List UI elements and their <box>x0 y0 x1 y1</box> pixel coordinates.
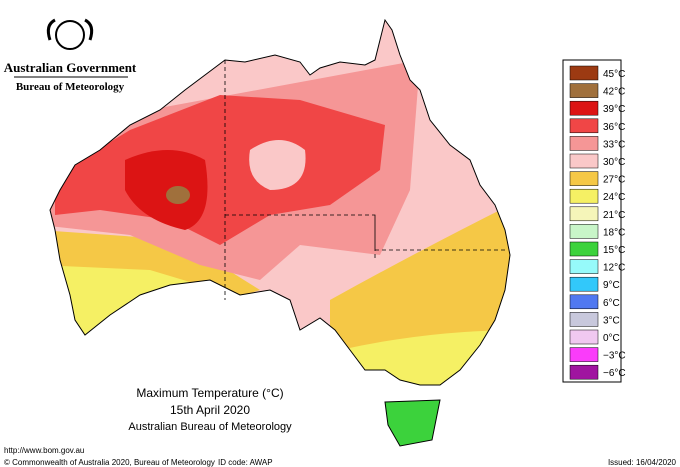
legend-swatch <box>569 259 599 274</box>
map-date: 15th April 2020 <box>170 403 250 417</box>
bureau-name: Bureau of Meteorology <box>16 81 125 93</box>
legend-swatch <box>569 171 599 186</box>
legend-swatch <box>569 206 599 222</box>
coastline <box>49 18 511 386</box>
map-source: Australian Bureau of Meteorology <box>128 421 292 433</box>
legend-label: −6°C <box>603 368 626 379</box>
legend-label: −3°C <box>603 351 626 362</box>
legend-swatch <box>569 347 599 362</box>
legend-label: 33°C <box>603 139 625 150</box>
footer-issued: Issued: 16/04/2020 <box>608 458 677 467</box>
temperature-field <box>50 20 510 385</box>
legend-label: 12°C <box>603 263 625 274</box>
legend-label: 21°C <box>603 210 625 221</box>
legend-label: 15°C <box>603 245 625 256</box>
tasmania <box>384 399 441 447</box>
legend-label: 0°C <box>603 333 620 344</box>
legend-swatch <box>569 83 599 98</box>
legend-label: 3°C <box>603 315 620 326</box>
legend-swatch <box>569 312 599 327</box>
legend-label: 45°C <box>603 69 625 80</box>
legend-label: 18°C <box>603 227 625 238</box>
legend-label: 30°C <box>603 157 625 168</box>
legend-swatch <box>569 153 599 169</box>
legend: 45°C 42°C 39°C 36°C 33°C 30°C 27°C 24°C 21°C 18°C… <box>562 59 626 383</box>
legend-swatch <box>569 329 599 345</box>
legend-swatch <box>569 294 599 310</box>
legend-label: 24°C <box>603 192 625 203</box>
legend-label: 42°C <box>603 87 625 98</box>
legend-swatch <box>569 100 599 116</box>
legend-swatch <box>569 65 599 81</box>
legend-swatch <box>569 136 599 151</box>
legend-label: 39°C <box>603 104 625 115</box>
legend-swatch <box>569 118 599 134</box>
agency-name: Australian Government <box>4 60 137 75</box>
legend-label: 9°C <box>603 280 620 291</box>
footer-id: ID code: AWAP <box>218 458 273 467</box>
legend-swatch <box>569 241 599 257</box>
state-borders <box>224 60 505 300</box>
emblem <box>46 18 94 50</box>
footer-copyright: © Commonwealth of Australia 2020, Bureau… <box>4 458 215 467</box>
legend-swatch <box>569 364 599 380</box>
legend-swatch <box>569 276 599 292</box>
legend-swatch <box>569 188 599 204</box>
map-title: Maximum Temperature (°C) <box>136 386 283 400</box>
legend-label: 6°C <box>603 298 620 309</box>
legend-label: 36°C <box>603 122 625 133</box>
footer-url: http://www.bom.gov.au <box>4 446 84 455</box>
legend-label: 27°C <box>603 175 625 186</box>
legend-swatch <box>569 224 599 239</box>
